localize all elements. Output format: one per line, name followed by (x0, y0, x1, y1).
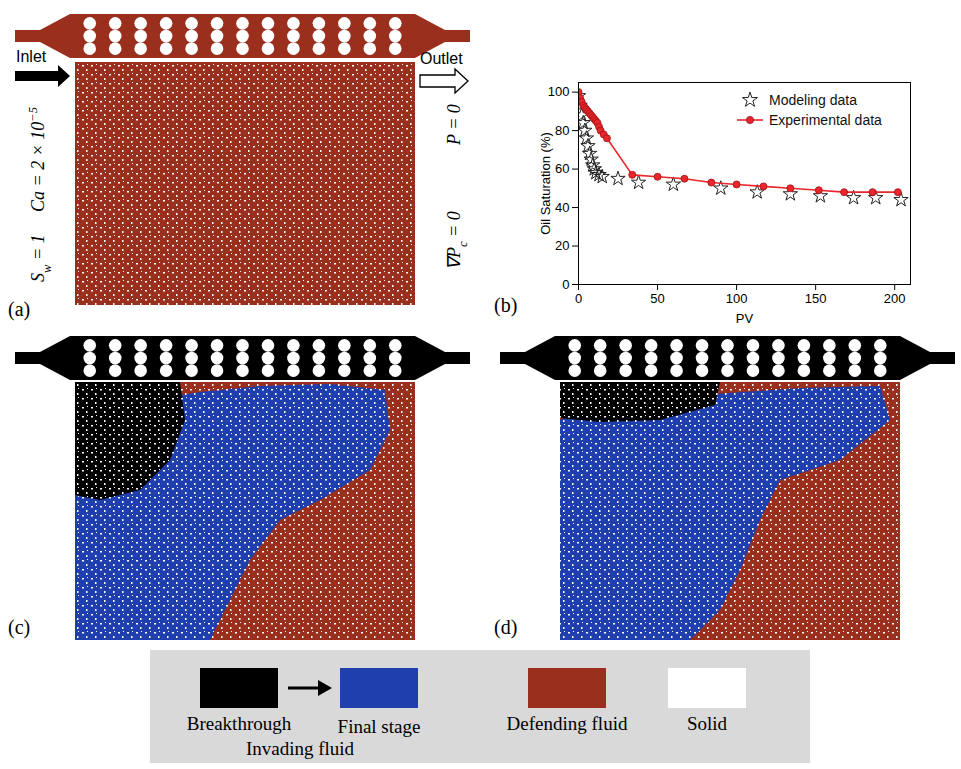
svg-text:100: 100 (548, 84, 570, 99)
svg-text:60: 60 (555, 161, 569, 176)
svg-text:40: 40 (555, 200, 569, 215)
html-text:Modeling data: Modeling data (769, 92, 857, 108)
svg-text:Inlet: Inlet (16, 48, 47, 65)
svg-text:P = 0: P = 0 (444, 104, 464, 146)
svg-text:Solid: Solid (687, 713, 728, 734)
svg-text:Breakthrough: Breakthrough (187, 713, 292, 734)
svg-text:0: 0 (575, 291, 582, 306)
svg-text:100: 100 (726, 291, 748, 306)
svg-text:Sw = 1 Ca = 2 × 10−5: Sw = 1 Ca = 2 × 10−5 (26, 107, 54, 282)
svg-text:Invading fluid: Invading fluid (246, 738, 355, 759)
svg-text:50: 50 (650, 291, 664, 306)
svg-text:(d): (d) (494, 616, 517, 639)
svg-text:20: 20 (555, 238, 569, 253)
svg-text:PV: PV (736, 311, 754, 326)
svg-text:200: 200 (884, 291, 906, 306)
svg-text:(a): (a) (8, 298, 30, 321)
svg-text:Oil Saturation (%): Oil Saturation (%) (538, 132, 553, 235)
svg-text:80: 80 (555, 123, 569, 138)
svg-text:150: 150 (805, 291, 827, 306)
svg-text:∇Pc = 0: ∇Pc = 0 (444, 211, 470, 270)
html-text:Experimental data: Experimental data (769, 112, 882, 128)
svg-text:Final stage: Final stage (338, 716, 421, 737)
svg-text:(b): (b) (494, 294, 517, 317)
svg-text:Outlet: Outlet (420, 50, 463, 67)
svg-text:0: 0 (562, 277, 569, 292)
svg-text:(c): (c) (8, 616, 30, 639)
svg-text:Defending fluid: Defending fluid (507, 713, 628, 734)
